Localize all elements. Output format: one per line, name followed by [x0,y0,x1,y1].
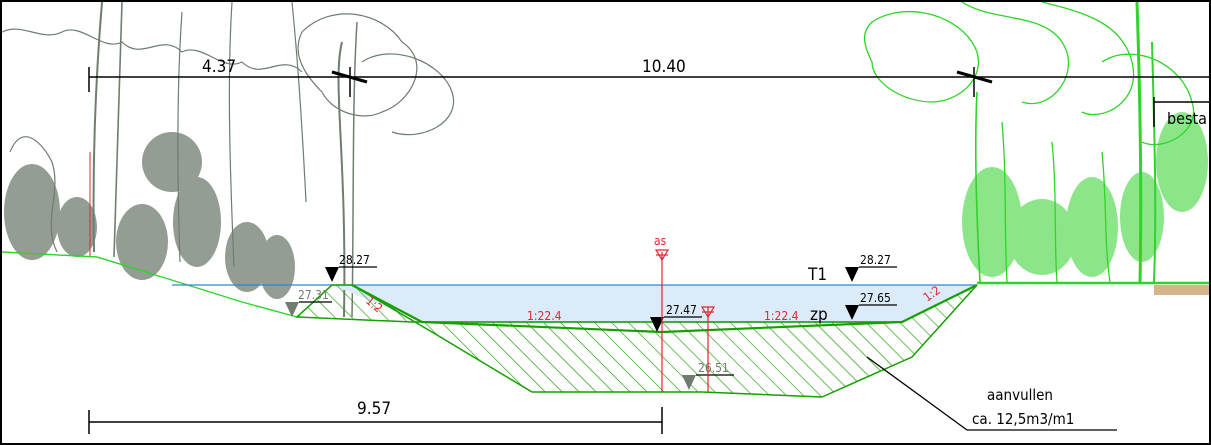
left-trees [2,2,455,318]
slope-left-bottom: 1:22.4 [527,309,562,323]
t1-label: T1 [807,265,827,285]
level-right-top: 28.27 [860,253,891,267]
level-left-top: 28.27 [339,253,370,267]
dimension-lines [88,67,1209,434]
level-markers [285,266,897,390]
existing-paving [1154,285,1209,295]
note-leader [866,356,968,431]
level-left-side: 27.31 [298,288,329,302]
zp-label: zp [810,305,828,325]
note-line1: aanvullen [987,386,1053,404]
dim-top-right: 10.40 [642,57,686,77]
level-center: 27.47 [666,303,697,317]
right-bushes [962,112,1208,277]
level-right-mid: 27.65 [860,291,891,305]
left-bushes [4,132,295,299]
existing-label: besta [1167,109,1207,128]
slope-right-bottom: 1:22.4 [764,309,799,323]
note-line2: ca. 12,5m3/m1 [972,410,1074,428]
level-deep: 26.51 [698,361,729,375]
axis-label: as [654,234,667,248]
axis-markers [654,249,716,392]
water-area [332,285,977,322]
dim-top-left: 4.37 [202,57,236,77]
dim-bottom: 9.57 [357,399,391,419]
